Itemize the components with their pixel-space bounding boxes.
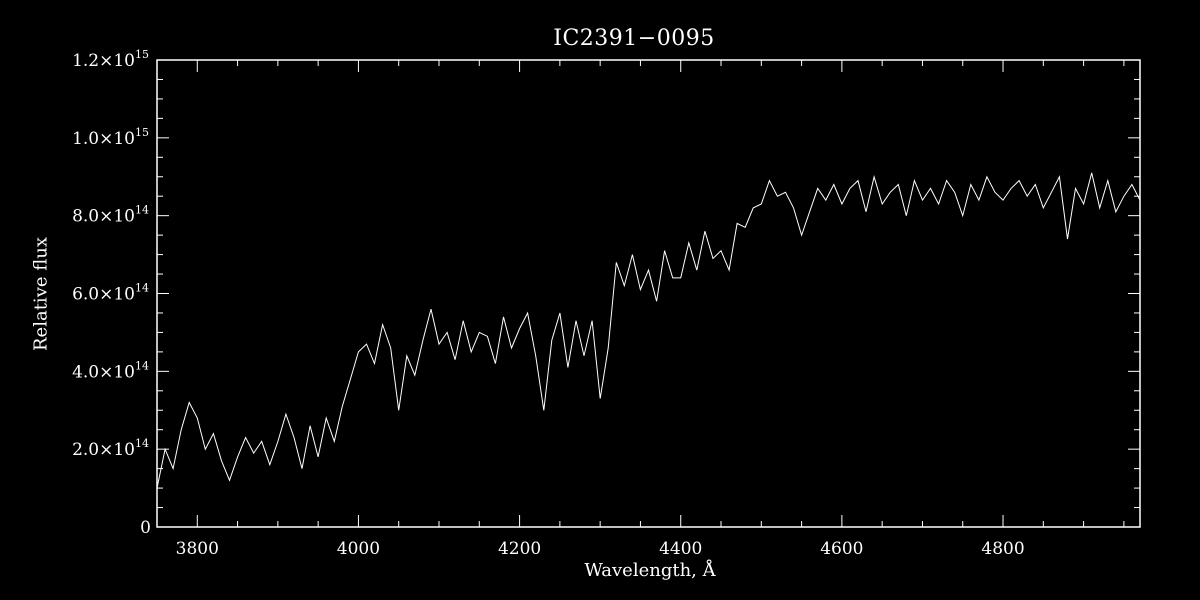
y-tick-label: 4.0×1014 — [72, 359, 149, 382]
y-tick-label: 8.0×1014 — [72, 204, 149, 227]
x-tick-label: 4600 — [820, 539, 863, 559]
chart-title: IC2391−0095 — [553, 26, 715, 51]
x-tick-label: 4200 — [498, 539, 541, 559]
x-tick-label: 3800 — [176, 539, 219, 559]
y-tick-label: 1.0×1015 — [72, 126, 149, 149]
y-tick-label: 2.0×1014 — [72, 437, 149, 460]
x-tick-label: 4000 — [337, 539, 380, 559]
x-axis-label: Wavelength, Å — [584, 560, 716, 581]
y-axis-label: Relative flux — [30, 237, 52, 351]
x-tick-label: 4800 — [981, 539, 1024, 559]
y-tick-label: 6.0×1014 — [72, 282, 149, 305]
spectrum-line — [156, 172, 1141, 489]
x-tick-label: 4400 — [659, 539, 702, 559]
y-tick-label: 0 — [140, 518, 151, 538]
y-tick-label: 1.2×1015 — [72, 48, 149, 71]
